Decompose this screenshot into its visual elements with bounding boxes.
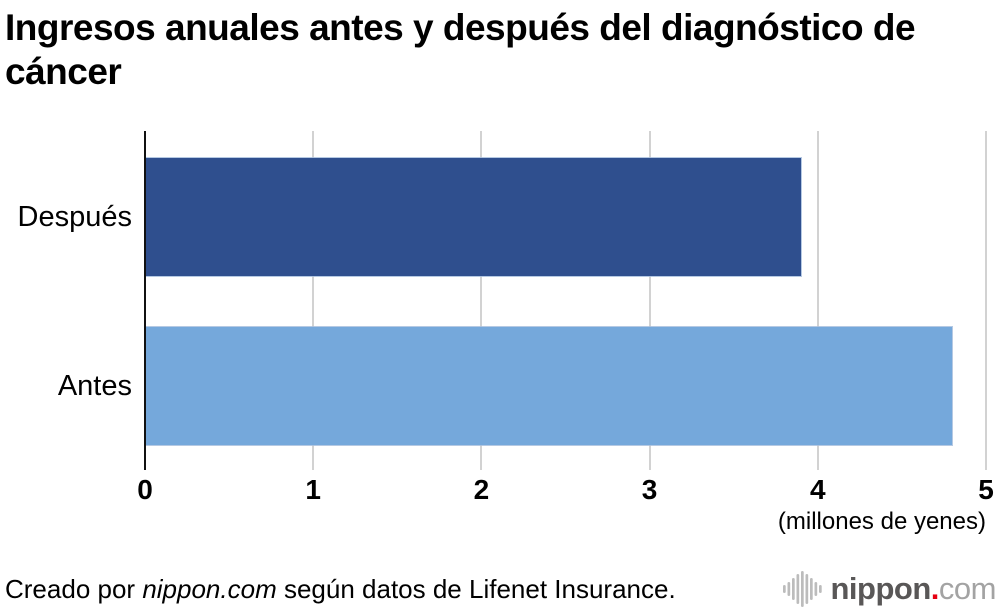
y-axis-line xyxy=(144,131,146,470)
category-label-antes: Antes xyxy=(57,369,132,402)
gridline-x-2 xyxy=(480,131,483,470)
credit-line: Creado por nippon.com según datos de Lif… xyxy=(5,574,676,605)
x-tick-label-2: 2 xyxy=(473,474,490,505)
gridline-x-1 xyxy=(312,131,315,470)
logo-name: nippon xyxy=(830,571,932,606)
chart-title: Ingresos anuales antes y después del dia… xyxy=(5,7,916,92)
credit-suffix: según datos de Lifenet Insurance. xyxy=(276,574,676,604)
x-tick-label-1: 1 xyxy=(305,474,321,505)
y-axis-category-labels: Después Antes xyxy=(0,0,132,616)
gridline-x-5 xyxy=(985,131,987,470)
credit-source: nippon.com xyxy=(142,574,277,604)
audio-waveform-icon xyxy=(782,571,822,607)
logo-dot: . xyxy=(930,571,940,606)
gridline-x-4 xyxy=(816,131,819,470)
x-axis-tick-labels: 0 1 2 3 4 5 xyxy=(137,474,994,508)
bar-despues xyxy=(145,158,801,276)
x-tick-label-5: 5 xyxy=(978,474,994,505)
category-label-despues: Después xyxy=(17,200,132,233)
nippon-logo-text: nippon.com xyxy=(831,571,997,607)
plot-area xyxy=(144,131,987,470)
credit-prefix: Creado por xyxy=(5,574,143,604)
x-tick-label-0: 0 xyxy=(137,474,153,505)
nippon-logo: nippon.com xyxy=(782,570,997,608)
x-tick-label-3: 3 xyxy=(641,474,658,505)
x-tick-label-4: 4 xyxy=(810,474,826,505)
logo-tld: com xyxy=(938,571,997,606)
gridline-x-3 xyxy=(648,131,651,470)
bar-antes xyxy=(145,327,953,445)
x-axis-unit-label: (millones de yenes) xyxy=(777,508,986,535)
